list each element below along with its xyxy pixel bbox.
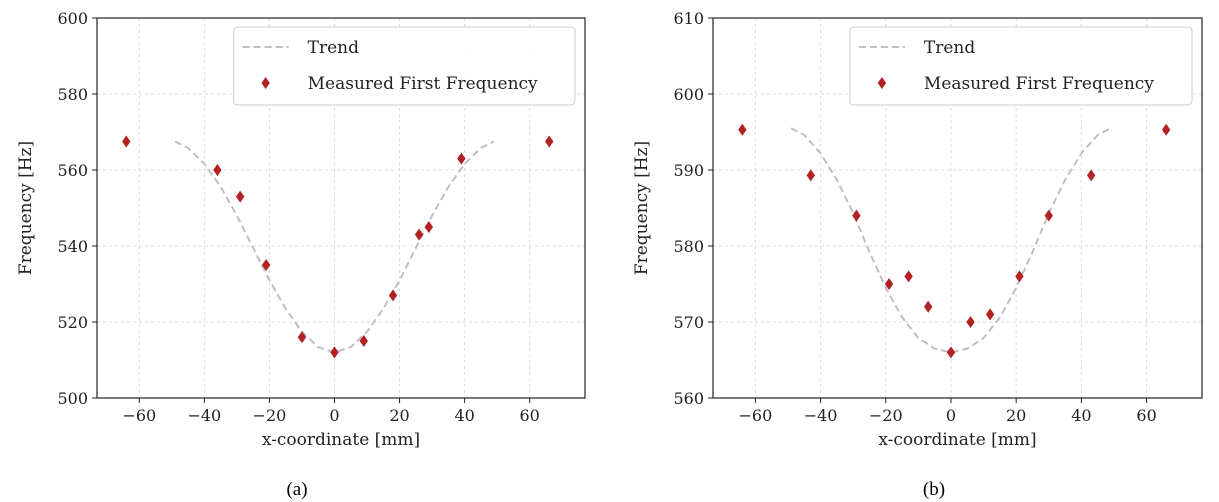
y-tick-label: 580 <box>673 237 704 256</box>
x-tick-label: −20 <box>869 406 903 425</box>
x-tick-label: −60 <box>738 406 772 425</box>
data-point <box>545 135 554 148</box>
x-tick-label: 40 <box>454 406 474 425</box>
y-tick-label: 590 <box>673 161 704 180</box>
y-tick-label: 600 <box>57 9 88 28</box>
x-tick-label: 0 <box>329 406 339 425</box>
legend-box <box>233 26 576 106</box>
trend-line <box>790 127 1112 354</box>
legend-label: Trend <box>924 38 975 58</box>
data-point <box>884 278 894 290</box>
y-tick-label: 560 <box>57 161 88 180</box>
data-point <box>297 331 307 344</box>
data-point <box>1161 123 1171 136</box>
y-tick-label: 580 <box>57 85 88 104</box>
data-point <box>946 346 956 359</box>
x-tick-label: −60 <box>122 406 156 425</box>
legend-marker-swatch <box>877 77 887 89</box>
x-tick-label: 40 <box>1071 406 1091 425</box>
y-axis-label: Frequency [Hz] <box>632 141 652 275</box>
data-point <box>923 300 933 313</box>
legend-label: Measured First Frequency <box>924 74 1154 94</box>
legend-box <box>849 26 1193 106</box>
chart-panel-b: −60 −40 −20 0 20 40 60 560 570 580 590 600 610 x-coor… <box>632 9 1203 500</box>
legend-marker-swatch <box>261 77 270 89</box>
x-tick-label: −40 <box>804 406 838 425</box>
data-point <box>330 346 339 359</box>
y-axis-label: Frequency [Hz] <box>16 141 36 275</box>
figure-caption: (b) <box>923 479 945 500</box>
y-tick-label: 570 <box>673 313 704 332</box>
data-point <box>359 335 368 347</box>
data-point <box>904 270 913 283</box>
data-point <box>213 164 222 176</box>
x-tick-label: 20 <box>1006 406 1026 425</box>
chart-panel-a: −60 −40 −20 0 20 40 60 500 520 540 560 580 600 x-coor… <box>16 9 586 500</box>
y-tick-label: 520 <box>57 313 88 332</box>
legend-label: Measured First Frequency <box>308 74 538 94</box>
x-tick-label: 60 <box>1136 406 1156 425</box>
legend-label: Trend <box>308 38 359 58</box>
legend: Trend Measured First Frequency <box>849 26 1193 106</box>
y-tick-label: 600 <box>673 85 704 104</box>
data-point <box>738 123 747 136</box>
data-point <box>457 152 466 165</box>
data-point <box>122 135 131 148</box>
x-axis-label: x-coordinate [mm] <box>878 430 1036 450</box>
y-tick-label: 560 <box>673 389 704 408</box>
data-point <box>852 209 861 222</box>
figure-caption: (a) <box>286 479 307 500</box>
legend: Trend Measured First Frequency <box>233 26 576 106</box>
y-tick-label: 500 <box>57 389 88 408</box>
x-tick-label: −20 <box>253 406 287 425</box>
y-tick-label: 540 <box>57 237 88 256</box>
data-point <box>1044 209 1053 222</box>
data-point <box>806 169 815 182</box>
data-point <box>985 308 995 321</box>
data-point <box>261 259 271 271</box>
data-point <box>414 228 424 241</box>
data-point <box>424 221 434 233</box>
data-point <box>1086 169 1096 182</box>
data-point <box>966 316 975 328</box>
data-point <box>1015 270 1024 283</box>
y-tick-label: 610 <box>673 9 704 28</box>
trend-line <box>174 140 495 354</box>
x-tick-label: 20 <box>389 406 409 425</box>
plot-frame <box>96 17 586 399</box>
x-tick-label: 60 <box>520 406 540 425</box>
x-tick-label: 0 <box>946 406 956 425</box>
data-point <box>388 289 398 302</box>
plot-frame <box>712 17 1203 399</box>
x-axis-label: x-coordinate [mm] <box>262 430 420 450</box>
data-point <box>235 190 245 203</box>
x-tick-label: −40 <box>187 406 221 425</box>
